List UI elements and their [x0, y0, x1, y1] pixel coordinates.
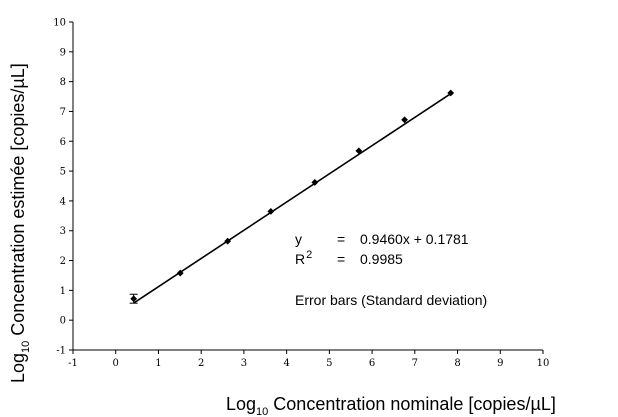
equation-rhs: 0.9460x + 0.1781	[360, 231, 469, 247]
y-tick-label: 1	[60, 286, 66, 297]
y-tick-label: 8	[60, 77, 66, 88]
equation-lhs: y	[295, 231, 302, 247]
x-axis-label-text: Concentration nominale [copies/µL]	[268, 394, 556, 414]
x-tick-label: 0	[113, 358, 119, 369]
regression-line	[133, 93, 452, 304]
y-axis-label-log: Log	[8, 353, 28, 383]
x-axis-label: Log10 Concentration nominale [copies/µL]	[226, 394, 556, 417]
x-tick-label: 1	[155, 358, 161, 369]
x-tick-label: 10	[537, 358, 550, 369]
data-point	[176, 269, 184, 277]
r2-equals: =	[337, 251, 345, 267]
x-tick-label: 7	[412, 358, 418, 369]
x-tick-label: 3	[241, 358, 247, 369]
equation-equals: =	[337, 231, 345, 247]
x-tick-label: 8	[454, 358, 460, 369]
r2-base: R	[295, 251, 305, 267]
x-tick-label: 5	[326, 358, 332, 369]
r2-value: 0.9985	[360, 251, 403, 267]
y-tick-label: 3	[60, 226, 66, 237]
data-point	[311, 179, 319, 186]
y-axis-label: Log10 Concentration estimée [copies/µL]	[8, 63, 32, 383]
x-tick-label: 2	[198, 358, 204, 369]
x-tick-label: 4	[283, 358, 289, 369]
y-tick-label: 6	[60, 137, 66, 148]
y-tick-label: 5	[60, 167, 66, 178]
x-axis-label-subscript: 10	[256, 406, 268, 417]
x-tick-label: -1	[68, 358, 78, 369]
data-point	[401, 116, 408, 124]
y-tick-label: -1	[56, 346, 66, 357]
fit-line-group	[133, 93, 452, 304]
y-tick-label: 2	[60, 256, 66, 267]
data-point	[355, 147, 363, 155]
axes	[72, 22, 543, 351]
y-axis-label-text: Concentration estimée [copies/µL]	[8, 63, 28, 341]
r2-label: R2	[295, 249, 312, 267]
data-point	[224, 237, 232, 245]
y-tick-label: 10	[53, 18, 66, 29]
y-tick-label: 0	[60, 316, 66, 327]
y-tick-label: 4	[60, 196, 66, 207]
data-point	[130, 295, 138, 303]
data-point	[267, 207, 275, 215]
x-tick-label: 9	[497, 358, 503, 369]
data-points	[129, 89, 455, 304]
x-axis-label-log: Log	[226, 394, 256, 414]
y-tick-label: 9	[60, 47, 66, 58]
r2-superscript: 2	[306, 249, 312, 261]
y-axis-label-subscript: 10	[20, 341, 32, 353]
data-point	[447, 89, 455, 97]
error-bars-note: Error bars (Standard deviation)	[295, 292, 487, 308]
x-tick-label: 6	[369, 358, 375, 369]
tick-group: -1 0 1 2 3 4 5 6 7 8 9 10 -1 0 1 2 3 4 5 6 7 8 9 10	[53, 18, 549, 370]
y-tick-label: 7	[60, 107, 66, 118]
